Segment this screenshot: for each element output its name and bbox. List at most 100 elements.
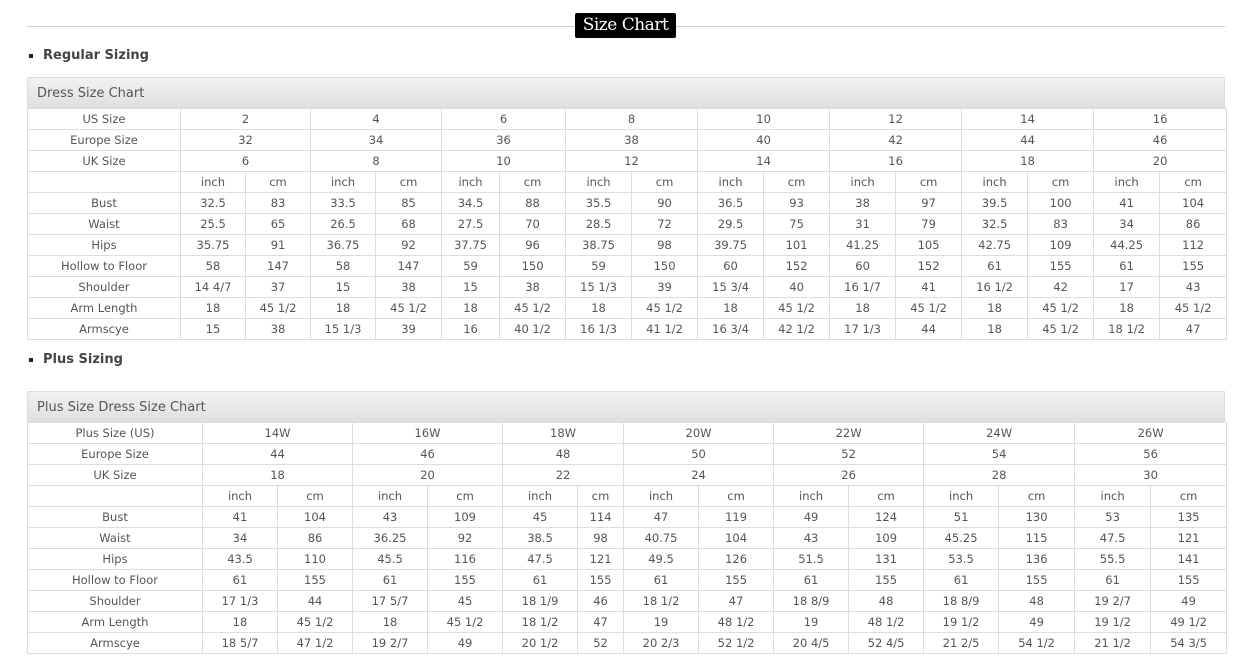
measure-cell: 17 5/7 [352, 590, 429, 612]
measure-cell: 41 [1093, 192, 1161, 214]
measure-cell: 100 [1027, 192, 1095, 214]
measure-cell: 15 [310, 276, 377, 298]
unit-inch: inch [441, 171, 501, 193]
size-row: Europe Size 32 34 36 38 40 42 44 46 [27, 129, 1228, 151]
row-label: Waist [27, 527, 203, 549]
row-label: Armscye [27, 632, 203, 654]
size-cell: 12 [565, 150, 699, 172]
size-cell: 56 [1074, 443, 1228, 465]
measure-cell: 86 [1159, 213, 1228, 235]
measure-cell: 18 [202, 611, 278, 633]
measure-row: Arm Length 18 45 1/2 18 45 1/2 18 1/2 47 19 48 1… [27, 611, 1228, 633]
measure-cell: 136 [998, 548, 1076, 570]
measure-cell: 36.5 [697, 192, 765, 214]
unit-cm: cm [1150, 485, 1228, 507]
measure-cell: 45 1/2 [244, 297, 312, 319]
unit-inch: inch [961, 171, 1029, 193]
measure-cell: 45 1/2 [631, 297, 699, 319]
measure-row: Armscye 15 38 15 1/3 39 16 40 1/2 16 1/3 41 1/2 1… [27, 318, 1228, 340]
measure-cell: 45 1/2 [375, 297, 443, 319]
measure-cell: 45.25 [923, 527, 1000, 549]
measure-cell: 47 [698, 590, 775, 612]
size-cell: 24 [623, 464, 775, 486]
measure-row: Hollow to Floor 61 155 61 155 61 155 61 155 61 155… [27, 569, 1228, 591]
measure-cell: 47 [623, 506, 700, 528]
regular-size-table: US Size 2 4 6 8 10 12 14 16 Europe Size 32 34 36 38 40… [27, 108, 1228, 340]
measure-cell: 54 1/2 [998, 632, 1076, 654]
unit-cm: cm [698, 485, 775, 507]
measure-cell: 17 1/3 [202, 590, 278, 612]
measure-cell: 41 1/2 [631, 318, 699, 340]
measure-cell: 48 [848, 590, 925, 612]
measure-cell: 18 [697, 297, 765, 319]
measure-cell: 119 [698, 506, 775, 528]
unit-cm: cm [577, 485, 625, 507]
size-cell: 46 [352, 443, 504, 465]
measure-cell: 109 [427, 506, 504, 528]
measure-cell: 104 [698, 527, 775, 549]
measure-cell: 97 [895, 192, 963, 214]
measure-cell: 61 [923, 569, 1000, 591]
measure-cell: 15 1/3 [310, 318, 377, 340]
measure-cell: 20 4/5 [773, 632, 850, 654]
measure-cell: 48 1/2 [698, 611, 775, 633]
measure-cell: 155 [427, 569, 504, 591]
measure-row: Shoulder 14 4/7 37 15 38 15 38 15 1/3 39 15 3/4 40… [27, 276, 1228, 298]
unit-inch: inch [1074, 485, 1152, 507]
size-cell: 16 [1093, 108, 1228, 130]
measure-cell: 16 1/7 [829, 276, 897, 298]
plus-chart-title: Plus Size Dress Size Chart [27, 391, 1225, 422]
regular-size-chart: Dress Size Chart US Size 2 4 6 8 10 12 14 16 Euro… [27, 77, 1228, 340]
measure-cell: 45 [502, 506, 579, 528]
unit-inch: inch [829, 171, 897, 193]
size-cell: 20 [1093, 150, 1228, 172]
measure-cell: 60 [829, 255, 897, 277]
size-cell: 8 [310, 150, 443, 172]
row-label: Plus Size (US) [27, 422, 203, 444]
unit-cm: cm [631, 171, 699, 193]
measure-cell: 98 [631, 234, 699, 256]
row-label: Hips [27, 548, 203, 570]
unit-row: inch cm inch cm inch cm inch cm inch cm inch cm inch… [27, 485, 1228, 507]
measure-cell: 38 [244, 318, 312, 340]
measure-cell: 45.5 [352, 548, 429, 570]
measure-cell: 43.5 [202, 548, 278, 570]
measure-cell: 45 1/2 [276, 611, 354, 633]
measure-cell: 40 1/2 [499, 318, 567, 340]
measure-cell: 45 [427, 590, 504, 612]
measure-cell: 85 [375, 192, 443, 214]
measure-cell: 52 1/2 [698, 632, 775, 654]
size-cell: 18 [201, 464, 354, 486]
measure-cell: 96 [499, 234, 567, 256]
row-label: Waist [27, 213, 181, 235]
measure-cell: 55.5 [1074, 548, 1152, 570]
measure-cell: 47 [577, 611, 625, 633]
measure-cell: 15 [441, 276, 501, 298]
measure-cell: 16 1/2 [961, 276, 1029, 298]
measure-cell: 27.5 [441, 213, 501, 235]
unit-inch: inch [773, 485, 850, 507]
measure-cell: 19 2/7 [1074, 590, 1152, 612]
size-cell: 44 [201, 443, 354, 465]
measure-cell: 104 [276, 506, 354, 528]
measure-cell: 61 [1074, 569, 1152, 591]
measure-cell: 18 [441, 297, 501, 319]
measure-cell: 109 [848, 527, 925, 549]
measure-cell: 18 5/7 [202, 632, 278, 654]
unit-inch: inch [565, 171, 633, 193]
page-title: Size Chart [575, 13, 676, 38]
measure-row: Armscye 18 5/7 47 1/2 19 2/7 49 20 1/2 52 20 2/… [27, 632, 1228, 654]
size-cell: 10 [441, 150, 567, 172]
size-row: Plus Size (US) 14W 16W 18W 20W 22W 24W 26W [27, 422, 1228, 444]
measure-cell: 38.5 [502, 527, 579, 549]
measure-cell: 19 [623, 611, 700, 633]
measure-cell: 114 [577, 506, 625, 528]
measure-cell: 28.5 [565, 213, 633, 235]
measure-cell: 88 [499, 192, 567, 214]
measure-cell: 51 [923, 506, 1000, 528]
size-cell: 16 [829, 150, 963, 172]
measure-cell: 44 [276, 590, 354, 612]
measure-row: Arm Length 18 45 1/2 18 45 1/2 18 45 1/2 18 45 1… [27, 297, 1228, 319]
measure-cell: 17 1/3 [829, 318, 897, 340]
unit-cm: cm [998, 485, 1076, 507]
